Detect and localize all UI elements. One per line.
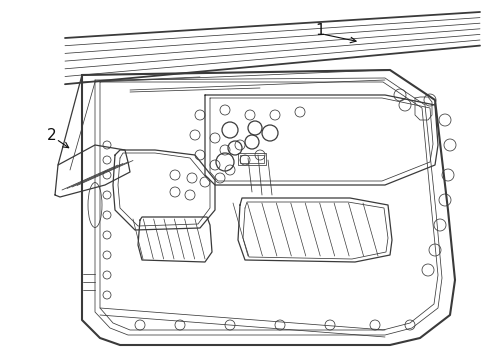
Bar	[240, 155, 264, 163]
Text: 1: 1	[315, 23, 324, 37]
Text: 2: 2	[47, 127, 57, 143]
Bar	[238, 153, 265, 165]
